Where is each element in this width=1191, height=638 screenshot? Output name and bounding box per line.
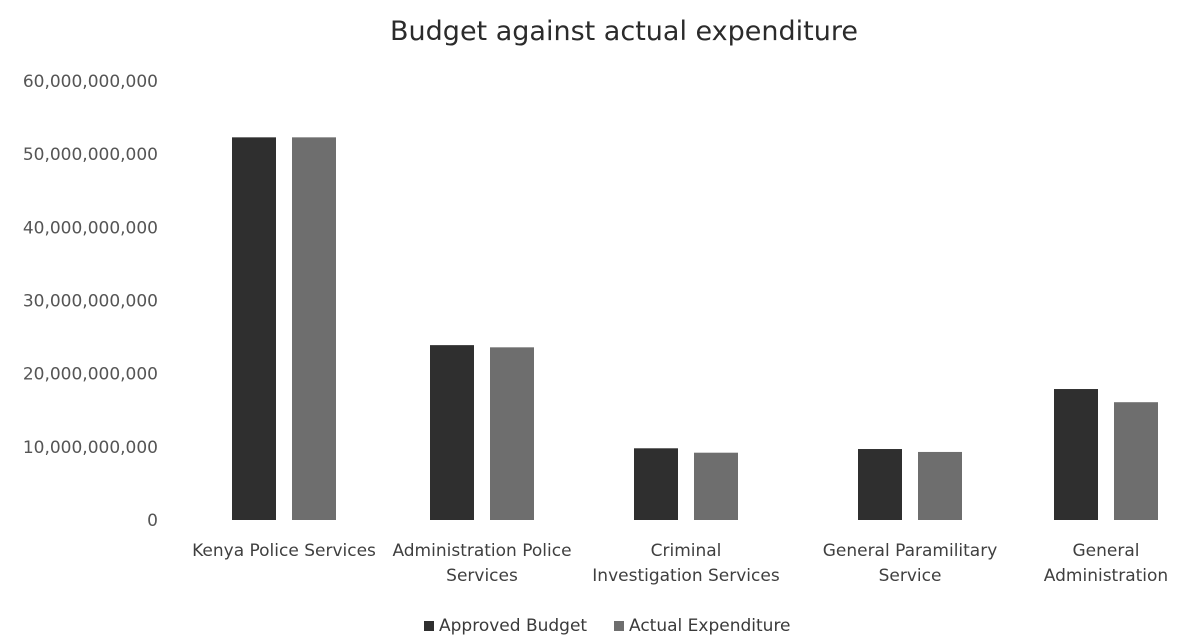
y-tick-label: 40,000,000,000 [23, 218, 158, 238]
y-tick-label: 50,000,000,000 [23, 145, 158, 165]
bar-actual-expenditure [918, 451, 962, 520]
legend-label: Approved Budget [439, 616, 587, 636]
x-tick-label: Service [879, 566, 942, 586]
bar-approved-budget [430, 345, 474, 520]
x-tick-label: Administration [1044, 566, 1168, 586]
bars-group [232, 137, 1158, 521]
bar-actual-expenditure [490, 347, 534, 520]
x-tick-label: Administration Police [392, 541, 571, 561]
x-tick-label: Investigation Services [592, 566, 780, 586]
bar-approved-budget [232, 137, 276, 521]
bar-actual-expenditure [1114, 402, 1158, 520]
legend: Approved Budget Actual Expenditure [424, 616, 791, 636]
x-tick-label: Criminal [651, 541, 722, 561]
x-axis: Kenya Police Services Administration Poli… [192, 541, 1168, 586]
y-tick-label: 60,000,000,000 [23, 72, 158, 92]
bar-approved-budget [858, 449, 902, 520]
bar-approved-budget [1054, 389, 1098, 520]
x-tick-label: General Paramilitary [823, 541, 998, 561]
y-tick-label: 0 [147, 511, 158, 531]
bar-actual-expenditure [694, 452, 738, 520]
y-axis: 0 10,000,000,000 20,000,000,000 30,000,000,… [23, 72, 158, 531]
y-tick-label: 20,000,000,000 [23, 365, 158, 385]
x-tick-label: Kenya Police Services [192, 541, 376, 561]
x-tick-label: Services [446, 566, 518, 586]
bar-approved-budget [634, 448, 678, 520]
legend-swatch [424, 621, 434, 631]
y-tick-label: 30,000,000,000 [23, 292, 158, 312]
y-tick-label: 10,000,000,000 [23, 438, 158, 458]
chart-title: Budget against actual expenditure [390, 16, 858, 47]
legend-label: Actual Expenditure [629, 616, 791, 636]
legend-swatch [614, 621, 624, 631]
x-tick-label: General [1073, 541, 1140, 561]
bar-actual-expenditure [292, 137, 336, 521]
